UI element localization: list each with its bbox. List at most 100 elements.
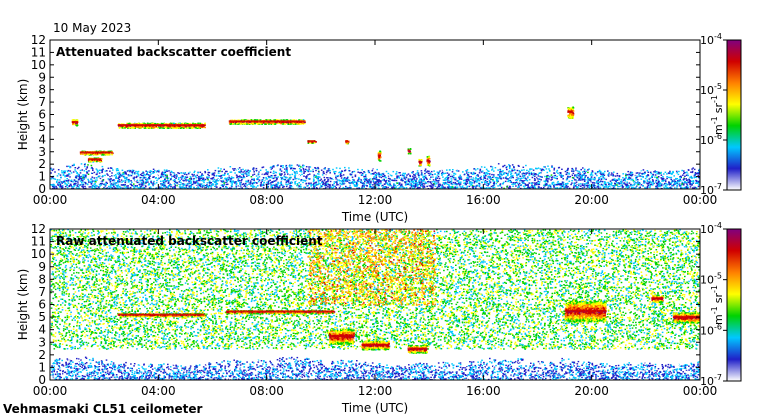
y-tick-label: 0 xyxy=(38,182,46,196)
y-tick-label: 2 xyxy=(38,348,46,362)
cloud-layer-mark xyxy=(407,344,428,354)
x-tick-label: 04:00 xyxy=(141,193,176,207)
cloud-layer-mark xyxy=(564,300,607,323)
colorbar xyxy=(726,228,742,382)
colorbar-tick-exp: -6 xyxy=(714,132,722,141)
x-tick-label: 16:00 xyxy=(466,193,501,207)
colorbar-tick-base: 10 xyxy=(700,84,714,97)
x-tick-label: 00:00 xyxy=(683,193,718,207)
colorbar-tick-exp: -5 xyxy=(714,82,722,91)
colorbar-tick-exp: -4 xyxy=(714,221,722,230)
cloud-layer-mark xyxy=(79,150,114,156)
instrument-footer: Vehmasmaki CL51 ceilometer xyxy=(3,402,203,416)
colorbar-unit-base: m xyxy=(712,124,725,135)
raw-backscatter-panel: Raw attenuated backscatter coefficient01… xyxy=(16,221,742,415)
colorbar-tick-base: 10 xyxy=(700,34,714,47)
cloud-layer-mark xyxy=(307,140,317,144)
colorbar-tick-label: 10-7 xyxy=(700,373,722,388)
y-tick-label: 0 xyxy=(38,373,46,387)
x-tick-label: 12:00 xyxy=(358,384,393,398)
y-tick-label: 1 xyxy=(38,170,46,184)
colorbar-unit-base: m xyxy=(712,314,725,325)
colorbar-tick-exp: -7 xyxy=(714,182,722,191)
boundary-layer-mark xyxy=(50,356,700,380)
y-tick-label: 7 xyxy=(38,95,46,109)
x-tick-label: 12:00 xyxy=(358,193,393,207)
heatmap-layer xyxy=(50,106,700,189)
colorbar-label: m-1sr-1 xyxy=(710,95,725,135)
colorbar-tick-base: 10 xyxy=(700,223,714,236)
y-axis-label: Height (km) xyxy=(16,79,30,150)
backscatter-panel: Attenuated backscatter coefficient012345… xyxy=(16,32,742,224)
y-tick-label: 12 xyxy=(31,222,46,236)
colorbar-tick-label: 10-6 xyxy=(700,322,722,337)
x-tick-label: 00:00 xyxy=(683,384,718,398)
colorbar-tick-label: 10-6 xyxy=(700,132,722,147)
cloud-layer-mark xyxy=(567,106,575,119)
cloud-layer-mark xyxy=(651,294,664,304)
colorbar-unit-exp: -1 xyxy=(710,285,719,293)
cloud-layer-mark xyxy=(345,140,350,145)
colorbar-tick-label: 10-4 xyxy=(700,32,722,47)
x-axis-label: Time (UTC) xyxy=(341,401,408,415)
cloud-layer-mark xyxy=(228,119,306,125)
y-tick-label: 7 xyxy=(38,285,46,299)
colorbar-tick-exp: -7 xyxy=(714,373,722,382)
cloud-layer-mark xyxy=(418,158,423,167)
x-tick-label: 00:00 xyxy=(33,384,68,398)
y-tick-label: 4 xyxy=(38,132,46,146)
y-tick-label: 4 xyxy=(38,323,46,337)
panel-title: Raw attenuated backscatter coefficient xyxy=(56,234,323,248)
panel-title: Attenuated backscatter coefficient xyxy=(56,45,291,59)
y-tick-label: 3 xyxy=(38,335,46,349)
y-tick-label: 6 xyxy=(38,298,46,312)
colorbar xyxy=(726,39,742,191)
colorbar-tick-base: 10 xyxy=(700,184,714,197)
cloud-layer-mark xyxy=(407,148,412,155)
cloud-layer-mark xyxy=(71,119,79,127)
colorbar-tick-base: 10 xyxy=(700,274,714,287)
y-tick-label: 2 xyxy=(38,157,46,171)
y-tick-label: 9 xyxy=(38,260,46,274)
y-axis-label: Height (km) xyxy=(16,269,30,340)
x-tick-label: 20:00 xyxy=(574,384,609,398)
x-tick-label: 00:00 xyxy=(33,193,68,207)
colorbar-tick-label: 10-4 xyxy=(700,221,722,236)
y-tick-label: 6 xyxy=(38,108,46,122)
y-tick-label: 10 xyxy=(31,58,46,72)
cloud-layer-mark xyxy=(361,340,391,351)
colorbar-unit-exp: -1 xyxy=(710,95,719,103)
y-tick-label: 10 xyxy=(31,247,46,261)
x-axis-label: Time (UTC) xyxy=(341,210,408,224)
colorbar-tick-base: 10 xyxy=(700,375,714,388)
y-tick-label: 12 xyxy=(31,33,46,47)
cloud-layer-mark xyxy=(226,309,336,315)
y-tick-label: 3 xyxy=(38,145,46,159)
y-tick-label: 5 xyxy=(38,310,46,324)
colorbar-unit-mid: sr xyxy=(712,293,725,304)
noise-field-mark xyxy=(307,229,437,306)
colorbar-tick-label: 10-5 xyxy=(700,272,722,287)
heatmap-layer xyxy=(50,229,700,380)
cloud-layer-mark xyxy=(117,313,206,318)
colorbar-unit-mid: sr xyxy=(712,103,725,114)
colorbar-tick-label: 10-7 xyxy=(700,182,722,197)
y-tick-label: 5 xyxy=(38,120,46,134)
y-tick-label: 9 xyxy=(38,70,46,84)
colorbar-tick-base: 10 xyxy=(700,134,714,147)
x-tick-label: 08:00 xyxy=(249,193,284,207)
y-tick-label: 8 xyxy=(38,272,46,286)
cloud-layer-mark xyxy=(377,150,382,162)
colorbar-tick-base: 10 xyxy=(700,324,714,337)
plot-area xyxy=(50,40,700,189)
y-tick-label: 11 xyxy=(31,45,46,59)
y-tick-label: 1 xyxy=(38,360,46,374)
y-tick-label: 8 xyxy=(38,83,46,97)
x-tick-label: 20:00 xyxy=(574,193,609,207)
colorbar-tick-exp: -6 xyxy=(714,322,722,331)
cloud-layer-mark xyxy=(672,312,700,324)
cloud-layer-mark xyxy=(87,157,103,163)
colorbar-label: m-1sr-1 xyxy=(710,285,725,325)
x-tick-label: 16:00 xyxy=(466,384,501,398)
